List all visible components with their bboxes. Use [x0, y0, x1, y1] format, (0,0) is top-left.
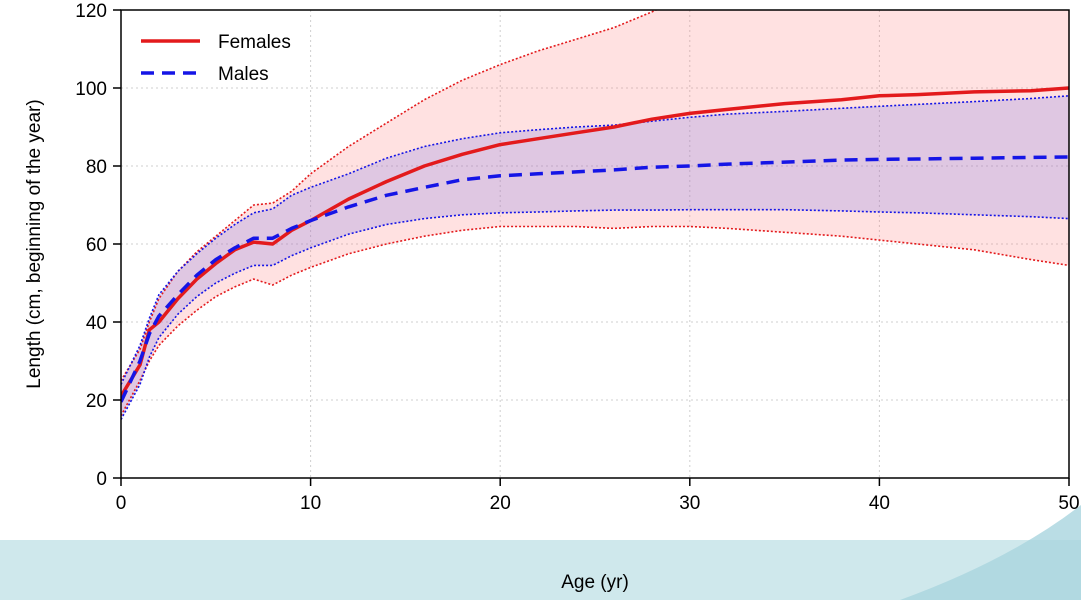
axes: 0 10 20 30 40 50 0 20 40 60 80 100 120	[75, 1, 1079, 514]
y-axis-title: Length (cm, beginning of the year)	[24, 99, 45, 388]
y-tick-label: 20	[86, 391, 107, 412]
y-tick-label: 40	[86, 313, 107, 334]
upper-bound-males	[121, 95, 1069, 385]
bottom-band	[0, 540, 1081, 600]
x-tick-label: 10	[300, 493, 321, 514]
confidence-band-males	[121, 95, 1069, 420]
upper-bound-females	[121, 10, 658, 381]
confidence-band-females	[121, 10, 1069, 416]
x-tick-label: 30	[679, 493, 700, 514]
y-tick-label: 100	[75, 79, 107, 100]
legend-label-females: Females	[218, 32, 291, 53]
y-tick-label: 80	[86, 157, 107, 178]
lower-bound-females	[121, 225, 1069, 416]
series-line-females	[121, 86, 1069, 398]
confidence-bands	[121, 10, 1069, 420]
legend-label-males: Males	[218, 64, 269, 85]
x-axis-title: Age (yr)	[561, 572, 629, 593]
y-tick-label: 60	[86, 235, 107, 256]
series-lines	[121, 10, 1069, 420]
series-line-males	[121, 155, 1069, 403]
y-tick-label: 120	[75, 1, 107, 22]
x-tick-label: 40	[869, 493, 890, 514]
legend: Females Males	[141, 32, 291, 85]
y-tick-label: 0	[96, 469, 107, 490]
x-tick-label: 20	[490, 493, 511, 514]
lower-bound-males	[121, 208, 1069, 420]
x-tick-label: 50	[1058, 493, 1079, 514]
x-tick-label: 0	[116, 493, 127, 514]
